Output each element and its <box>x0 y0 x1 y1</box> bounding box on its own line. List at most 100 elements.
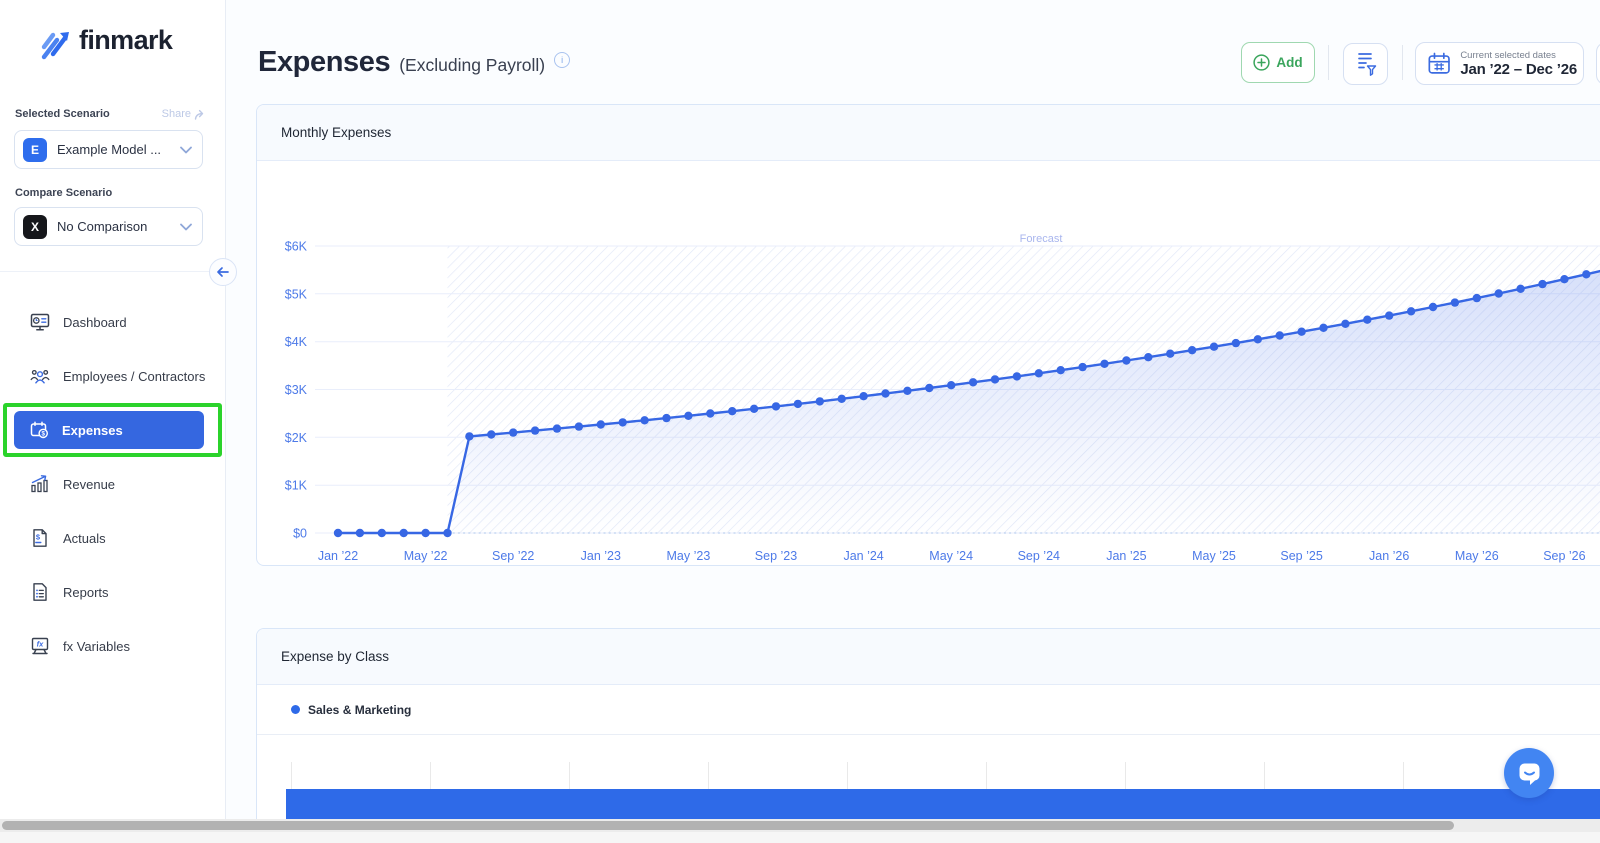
revenue-icon <box>31 475 48 493</box>
sidebar-item-dashboard[interactable]: Dashboard <box>0 312 127 332</box>
svg-text:May ’24: May ’24 <box>929 549 973 563</box>
plot-gridline <box>569 762 570 789</box>
sidebar-item-label: Revenue <box>63 476 116 492</box>
svg-text:$: $ <box>36 533 41 542</box>
comparison-select[interactable]: X No Comparison <box>14 207 203 246</box>
svg-text:$6K: $6K <box>285 240 308 254</box>
svg-text:$4K: $4K <box>285 335 308 349</box>
sidebar-collapse-button[interactable] <box>209 258 237 286</box>
sidebar-item-actuals[interactable]: $ Actuals <box>0 528 106 548</box>
svg-text:$2K: $2K <box>285 431 308 445</box>
sidebar-item-expenses[interactable]: $ Expenses <box>14 411 204 449</box>
bottom-edge <box>0 832 1600 843</box>
svg-text:$5K: $5K <box>285 287 308 301</box>
monthly-expenses-card-header: Monthly Expenses <box>257 105 1600 161</box>
date-range-caption: Current selected dates <box>1460 49 1556 61</box>
svg-text:Sep ’26: Sep ’26 <box>1543 549 1585 563</box>
expense-by-class-card-header: Expense by Class <box>257 629 1600 685</box>
toolbar-separator <box>1328 45 1329 80</box>
svg-text:May ’25: May ’25 <box>1192 549 1236 563</box>
sidebar-item-label: Actuals <box>63 530 106 546</box>
page-title-text: Expenses <box>258 46 391 78</box>
horizontal-scrollbar-track[interactable] <box>0 819 1600 832</box>
svg-text:Jan ’26: Jan ’26 <box>1369 549 1409 563</box>
svg-text:Forecast: Forecast <box>1020 233 1063 245</box>
plot-gridline <box>291 762 292 789</box>
list-filter-icon <box>1357 53 1376 76</box>
comparison-badge: X <box>23 214 47 239</box>
comparison-name: No Comparison <box>57 219 148 234</box>
plot-gridline <box>847 762 848 789</box>
sidebar-item-revenue[interactable]: Revenue <box>0 474 115 494</box>
plot-gridline <box>708 762 709 789</box>
scenario-badge: E <box>23 137 47 162</box>
partial-right-button[interactable] <box>1596 42 1600 85</box>
svg-text:Jan ’23: Jan ’23 <box>581 549 621 563</box>
svg-text:Sep ’22: Sep ’22 <box>492 549 534 563</box>
scenario-name: Example Model ... <box>57 142 162 157</box>
page-title: Expenses (Excluding Payroll) i <box>258 46 571 79</box>
monthly-expenses-line-chart: $0 $1K $2K $3K $4K $5K $6K Forecast Jan ’22 May ’… <box>257 161 1600 565</box>
finmark-logo-icon <box>41 32 69 60</box>
filter-button[interactable] <box>1343 43 1388 85</box>
expense-by-class-card: Expense by Class Sales & Marketing <box>256 628 1600 843</box>
plot-gridline <box>430 762 431 789</box>
expense-by-class-title: Expense by Class <box>281 649 390 664</box>
scenario-select[interactable]: E Example Model ... <box>14 130 203 169</box>
sidebar-item-reports[interactable]: Reports <box>0 582 109 602</box>
plus-circle-icon <box>1253 54 1271 71</box>
svg-text:May ’23: May ’23 <box>667 549 711 563</box>
svg-text:fx: fx <box>37 640 44 649</box>
sidebar-item-label: Expenses <box>62 422 123 438</box>
actuals-icon: $ <box>33 529 47 547</box>
horizontal-scrollbar-thumb[interactable] <box>2 821 1454 830</box>
fx-variables-icon: fx <box>31 637 49 655</box>
svg-text:Sep ’24: Sep ’24 <box>1018 549 1060 563</box>
chat-bubble-icon <box>1519 763 1539 785</box>
sidebar-divider <box>0 271 225 272</box>
finmark-logo: finmark <box>40 20 173 60</box>
monthly-expenses-title: Monthly Expenses <box>281 125 392 140</box>
sidebar-item-label: Dashboard <box>63 314 127 330</box>
employees-icon <box>30 369 50 384</box>
share-icon <box>194 109 204 120</box>
sidebar-item-label: Employees / Contractors <box>63 368 206 384</box>
svg-text:May ’22: May ’22 <box>404 549 448 563</box>
reports-icon <box>33 583 47 601</box>
sidebar-item-fx-variables[interactable]: fx fx Variables <box>0 636 130 656</box>
legend-dot-sales-marketing <box>291 705 300 714</box>
share-button[interactable]: Share <box>162 108 207 120</box>
svg-text:$0: $0 <box>293 527 307 541</box>
legend-label-sales-marketing[interactable]: Sales & Marketing <box>308 702 412 717</box>
sidebar-item-employees-contractors[interactable]: Employees / Contractors <box>0 366 205 386</box>
svg-text:Jan ’22: Jan ’22 <box>318 549 358 563</box>
chevron-down-icon <box>180 223 192 230</box>
dashboard-icon <box>30 313 50 331</box>
share-label: Share <box>161 108 191 120</box>
page-subtitle: (Excluding Payroll) <box>399 55 546 75</box>
svg-text:$: $ <box>41 431 45 438</box>
svg-text:$3K: $3K <box>285 383 308 397</box>
info-icon[interactable]: i <box>554 52 571 68</box>
expenses-icon: $ <box>30 421 49 439</box>
add-button-label: Add <box>1276 55 1303 70</box>
plot-gridline <box>986 762 987 789</box>
sidebar-nav: Dashboard Employees / Contractors <box>0 295 225 673</box>
svg-text:$1K: $1K <box>285 479 308 493</box>
toolbar-separator <box>1402 45 1403 80</box>
chevron-down-icon <box>180 146 192 153</box>
date-range-button[interactable]: Current selected dates Jan ’22 – Dec ’26 <box>1415 42 1584 85</box>
chart-legend: Sales & Marketing <box>257 685 1600 735</box>
sidebar-item-label: fx Variables <box>63 638 130 654</box>
plot-gridline <box>1264 762 1265 789</box>
svg-text:Sep ’23: Sep ’23 <box>755 549 797 563</box>
monthly-expenses-card: Monthly Expenses $0 $1K $2K $3K $4K $5K $6K For… <box>256 104 1600 566</box>
svg-text:Sep ’25: Sep ’25 <box>1280 549 1322 563</box>
chat-widget-button[interactable] <box>1504 748 1554 798</box>
svg-text:Jan ’25: Jan ’25 <box>1106 549 1146 563</box>
add-button[interactable]: Add <box>1241 42 1315 83</box>
selected-scenario-label: Selected Scenario <box>15 108 110 120</box>
svg-text:May ’26: May ’26 <box>1455 549 1499 563</box>
svg-text:Jan ’24: Jan ’24 <box>843 549 883 563</box>
